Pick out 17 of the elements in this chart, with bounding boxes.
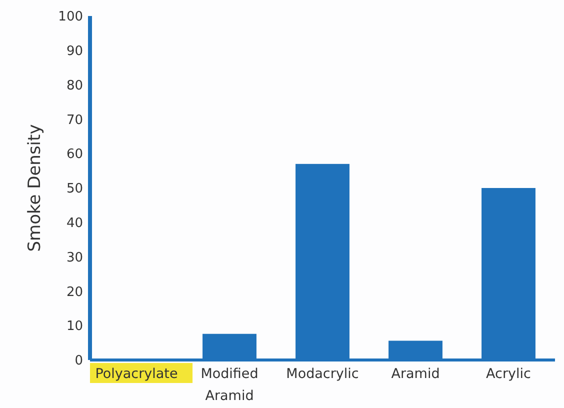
y-tick-label: 10 bbox=[66, 319, 83, 334]
y-tick-label: 70 bbox=[66, 112, 83, 128]
y-tick-label: 0 bbox=[74, 354, 83, 369]
x-tick-label: Polyacrylate bbox=[95, 366, 178, 382]
y-tick-label: 30 bbox=[66, 250, 83, 266]
x-tick-label: Acrylic bbox=[486, 366, 531, 382]
x-tick-label: Aramid bbox=[391, 366, 440, 382]
y-tick-label: 90 bbox=[66, 44, 83, 59]
x-tick-label: Modified Aramid bbox=[200, 366, 258, 404]
y-tick-label: 60 bbox=[66, 147, 83, 162]
x-tick-label: Modacrylic bbox=[286, 366, 359, 382]
y-axis-title: Smoke Density bbox=[25, 124, 45, 252]
y-tick-label: 20 bbox=[66, 284, 83, 300]
y-tick-label: 50 bbox=[66, 182, 83, 197]
y-tick-label: 80 bbox=[66, 78, 83, 94]
y-tick-label: 40 bbox=[66, 216, 83, 231]
y-tick-label: 100 bbox=[58, 10, 83, 25]
